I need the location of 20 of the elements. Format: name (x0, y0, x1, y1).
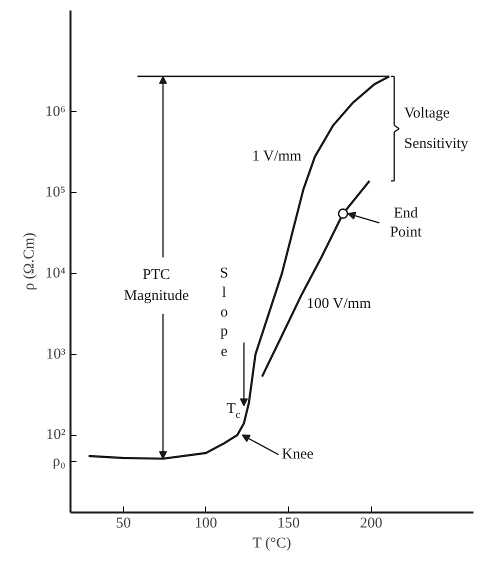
annotation: Voltage Sensitivity (404, 105, 469, 152)
x-axis-title: T (°C) (252, 536, 292, 552)
x-tick-label: 50 (116, 516, 131, 532)
line-series (260, 180, 371, 378)
y-tick-label: 10³ (46, 346, 66, 362)
series-label: 1 V/mm (252, 148, 302, 164)
x-tick-label: 100 (194, 516, 218, 532)
y-tick-label: 10⁶ (45, 104, 66, 120)
annotation: End Point (390, 206, 422, 240)
y-tick-label: ρ₀ (52, 454, 66, 470)
x-tick-label: 150 (277, 516, 300, 532)
y-tick-label: 10⁴ (45, 265, 66, 282)
x-tick-label: 200 (360, 516, 382, 532)
y-axis-title: ρ (Ω.Cm) (21, 232, 38, 290)
annotation: Knee (282, 446, 314, 463)
series-label: 100 V/mm (306, 296, 372, 312)
annotation: PTC Magnitude (124, 267, 190, 304)
annotation: Slope (220, 265, 228, 360)
y-tick-label: 10⁵ (45, 184, 66, 201)
y-tick-label: 10² (46, 427, 66, 444)
